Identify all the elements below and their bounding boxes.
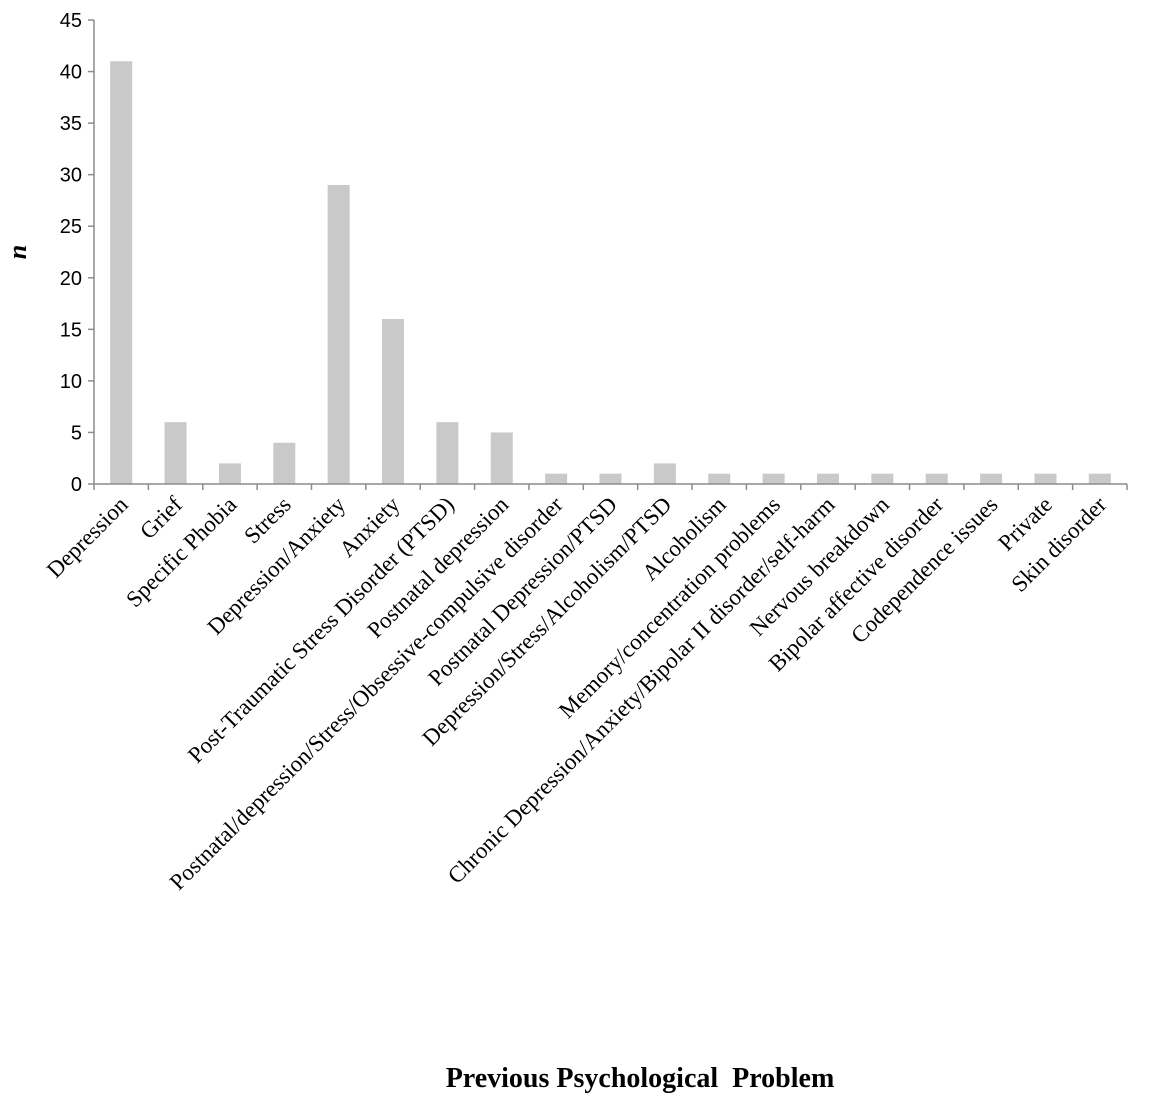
bar: [490, 432, 513, 484]
bar: [980, 473, 1003, 484]
y-tick-label: 30: [60, 165, 82, 187]
bar: [164, 422, 187, 484]
y-tick-label: 10: [60, 371, 82, 393]
y-tick-label: 40: [60, 62, 82, 84]
y-tick-label: 45: [60, 10, 82, 32]
bar: [273, 442, 296, 484]
x-tick-label: Depression: [42, 492, 133, 583]
bar: [599, 473, 622, 484]
bar: [871, 473, 894, 484]
bar: [382, 319, 405, 484]
y-tick-label: 20: [60, 268, 82, 290]
bar: [1088, 473, 1111, 484]
bar: [218, 463, 241, 484]
bar: [762, 473, 785, 484]
bar: [110, 61, 133, 484]
y-axis-label: n: [3, 245, 32, 259]
y-tick-label: 25: [60, 216, 82, 238]
y-tick-label: 15: [60, 319, 82, 341]
y-tick-label: 5: [71, 422, 82, 444]
bar: [436, 422, 459, 484]
bar: [327, 184, 350, 484]
x-axis-label: Previous Psychological Problem: [446, 1063, 835, 1094]
bar: [925, 473, 948, 484]
y-ticks: 0 5 10 15 20 25 30 35 40 45: [60, 10, 94, 496]
y-tick-label: 0: [71, 474, 82, 496]
bar: [545, 473, 568, 484]
bars: [110, 61, 1111, 484]
bar: [816, 473, 839, 484]
bar: [1034, 473, 1057, 484]
y-tick-label: 35: [60, 113, 82, 135]
bar: [708, 473, 731, 484]
bar: [653, 463, 676, 484]
